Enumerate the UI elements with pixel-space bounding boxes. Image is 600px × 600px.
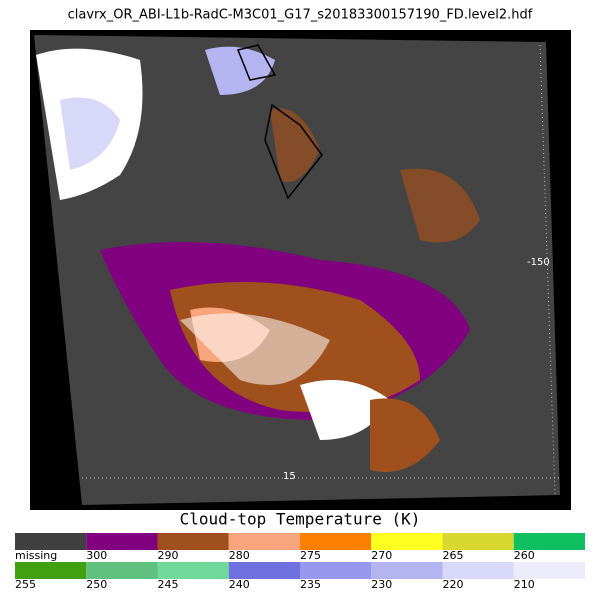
color-swatch (86, 533, 158, 550)
swatch-label: 260 (514, 549, 535, 562)
cloud (270, 108, 320, 182)
color-swatch (442, 562, 514, 579)
cloud (370, 398, 440, 472)
color-swatch (157, 562, 229, 579)
color-swatch (371, 533, 443, 550)
swatch-label: 270 (371, 549, 392, 562)
swatch-label: 280 (229, 549, 250, 562)
file-title: clavrx_OR_ABI-L1b-RadC-M3C01_G17_s201833… (68, 8, 533, 23)
color-swatch (371, 562, 443, 579)
cloud (400, 168, 480, 243)
color-swatch (513, 533, 585, 550)
swatch-label: 250 (86, 578, 107, 591)
colorbar-title: Cloud-top Temperature (K) (180, 510, 421, 529)
colorbar: missing 300 290 280 275 270 265 260 255 250 245 240… (15, 533, 585, 591)
cloud (205, 46, 275, 95)
color-swatch (442, 533, 514, 550)
swatch-label: missing (15, 549, 57, 562)
map: -150 15 (30, 30, 571, 510)
swatch-label: 220 (443, 578, 464, 591)
swatch-label: 265 (443, 549, 464, 562)
swatch-label: 255 (15, 578, 36, 591)
color-swatch (15, 562, 87, 579)
latitude-label: 15 (283, 471, 296, 482)
swatch-label: 300 (86, 549, 107, 562)
color-swatch (15, 533, 87, 550)
swatch-label: 230 (371, 578, 392, 591)
color-swatch (300, 562, 372, 579)
swatch-label: 240 (229, 578, 250, 591)
color-swatch (513, 562, 585, 579)
cloud (300, 380, 390, 440)
swatch-label: 275 (300, 549, 321, 562)
swatch-label: 210 (514, 578, 535, 591)
swatch-label: 245 (158, 578, 179, 591)
swatch-label: 290 (158, 549, 179, 562)
color-swatch (228, 533, 300, 550)
color-swatch (157, 533, 229, 550)
color-swatch (86, 562, 158, 579)
longitude-label: -150 (527, 257, 550, 268)
coastline (264, 103, 323, 200)
swatch-label: 235 (300, 578, 321, 591)
coastline (236, 44, 277, 81)
color-swatch (228, 562, 300, 579)
color-swatch (300, 533, 372, 550)
cloud (60, 97, 120, 170)
cloud (180, 313, 330, 385)
